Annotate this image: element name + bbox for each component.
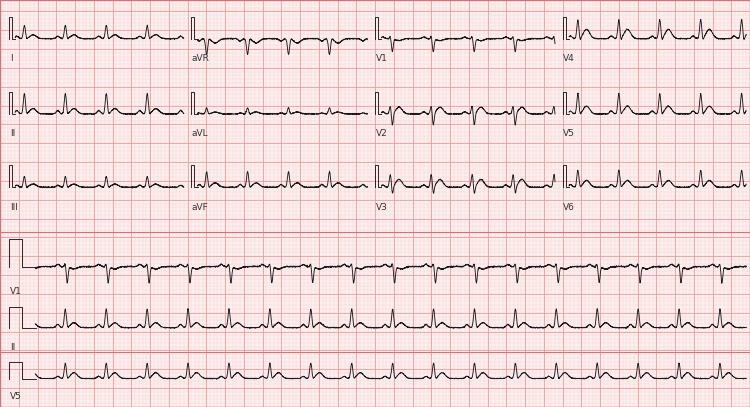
Text: V6: V6 [563, 204, 575, 212]
Text: V3: V3 [376, 204, 388, 212]
Text: V5: V5 [563, 129, 575, 138]
Text: V1: V1 [376, 54, 388, 63]
Text: V5: V5 [10, 392, 22, 400]
Text: V1: V1 [10, 287, 22, 296]
Text: II: II [10, 343, 15, 352]
Text: I: I [10, 54, 12, 63]
Text: III: III [10, 204, 18, 212]
Text: V2: V2 [376, 129, 388, 138]
Text: II: II [10, 129, 15, 138]
Text: aVR: aVR [192, 54, 210, 63]
Text: aVF: aVF [192, 204, 208, 212]
Text: aVL: aVL [192, 129, 208, 138]
Text: V4: V4 [563, 54, 575, 63]
